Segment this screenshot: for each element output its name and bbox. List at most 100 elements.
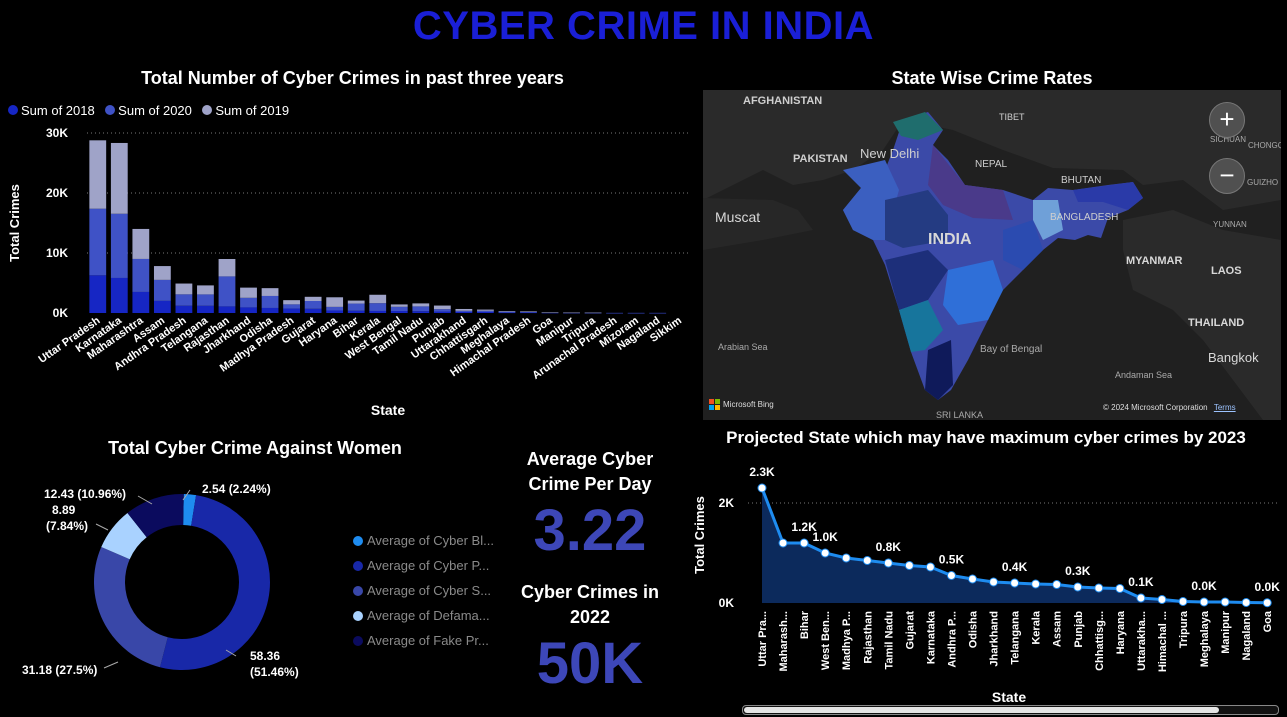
bar-segment (433, 305, 451, 310)
data-point (1052, 580, 1062, 589)
line-chart-title: Projected State which may have maximum c… (726, 428, 1246, 447)
y-tick-label: 0K (53, 306, 69, 320)
zoom-in-button[interactable]: + (1209, 102, 1245, 138)
data-label: 0.8K (876, 540, 902, 554)
horizontal-scrollbar[interactable] (742, 705, 1279, 715)
bar-segment (627, 312, 645, 314)
donut-legend-item[interactable]: Average of Fake Pr... (353, 628, 494, 653)
bar-chart-legend[interactable]: Sum of 2018 Sum of 2020 Sum of 2019 (8, 102, 295, 120)
x-tick-label: Andhra P... (946, 611, 958, 668)
map-canvas[interactable]: AFGHANISTAN TIBET PAKISTAN New Delhi NEP… (703, 90, 1281, 420)
donut-legend-item[interactable]: Average of Defama... (353, 603, 494, 628)
map-region-madhya-pradesh (885, 190, 948, 248)
map-region-assam (1073, 182, 1143, 210)
map-view[interactable]: AFGHANISTAN TIBET PAKISTAN New Delhi NEP… (703, 90, 1281, 420)
x-tick-label: Manipur (1220, 610, 1232, 653)
bar-segment (110, 142, 128, 214)
legend-label: Sum of 2020 (118, 102, 192, 118)
bar-segment (326, 297, 344, 307)
bar-segment (218, 306, 236, 313)
data-label: 0.0K (1191, 579, 1217, 593)
x-tick-label: West Ben... (820, 611, 832, 670)
map-land-arabia (703, 198, 813, 250)
x-axis-title: State (371, 402, 405, 418)
x-tick-label: Meghalaya (1199, 610, 1211, 667)
leader-line (103, 661, 119, 669)
donut-legend-item[interactable]: Average of Cyber P... (353, 553, 494, 578)
legend-item-2018[interactable]: Sum of 2018 (8, 103, 95, 118)
kpi-label: 2022 (569, 607, 611, 627)
x-tick-label: Karnataka (925, 610, 937, 664)
bar-segment (390, 304, 408, 307)
scrollbar-thumb[interactable] (744, 707, 1219, 713)
x-tick-label: Bihar (799, 610, 811, 639)
line-chart[interactable]: 0K 2K Total Crimes State 2.3K Uttar Pra... Mah… (688, 455, 1283, 705)
bar-segment (520, 311, 537, 312)
bar-segment (283, 300, 300, 305)
legend-item-2020[interactable]: Sum of 2020 (105, 103, 192, 118)
data-label: 0.5K (939, 553, 965, 567)
legend-marker (8, 105, 18, 115)
microsoft-logo-icon (709, 399, 720, 410)
bar-segment (412, 311, 430, 313)
data-point (1262, 598, 1272, 608)
bar-segment (369, 294, 387, 304)
slice-label: 58.36 (250, 649, 280, 663)
kpi-avg-per-day: Average Cyber Crime Per Day 3.22 (500, 447, 680, 561)
kpi-crimes-2022: Cyber Crimes in 2022 50K (500, 580, 680, 694)
x-tick-label: Uttar Pra... (757, 611, 769, 667)
legend-label: Sum of 2018 (21, 102, 95, 118)
x-tick-label: Telangana (1010, 610, 1022, 664)
y-axis-title: Total Crimes (7, 184, 22, 262)
legend-item-2019[interactable]: Sum of 2019 (202, 103, 289, 118)
map-label-bhutan: BHUTAN (1061, 175, 1101, 186)
bar-segment (477, 310, 494, 312)
donut-legend[interactable]: Average of Cyber Bl... Average of Cyber … (353, 528, 494, 653)
map-label-sri-lanka: SRI LANKA (936, 410, 983, 420)
bing-logo: Microsoft Bing (709, 399, 774, 410)
bar-segment (304, 308, 322, 313)
y-tick-label: 30K (46, 126, 68, 140)
map-copyright: © 2024 Microsoft Corporation Terms (1103, 403, 1236, 412)
donut-chart-title: Total Cyber Crime Against Women (108, 438, 402, 458)
bar-segment (563, 312, 580, 314)
map-label-bangladesh: BANGLADESH (1050, 212, 1118, 223)
donut-legend-item[interactable]: Average of Cyber Bl... (353, 528, 494, 553)
x-tick-label: Maharash... (778, 611, 790, 672)
data-point (1241, 598, 1251, 607)
bar-chart-title: Total Number of Cyber Crimes in past thr… (141, 68, 564, 88)
y-tick-label: 2K (719, 496, 735, 510)
data-point (757, 483, 767, 493)
bar-segment (369, 310, 387, 313)
map-region-karnataka (899, 300, 943, 352)
x-tick-label: Tripura (1178, 610, 1190, 648)
bar-segment (347, 303, 365, 311)
bar-segment (175, 294, 193, 306)
leader-line (95, 523, 109, 531)
bar-segment (89, 140, 107, 209)
donut-chart[interactable]: 2.54 (2.24%) 58.36 (51.46%) 31.18 (27.5%) 8.… (0, 470, 340, 700)
bar-segment (153, 279, 171, 301)
data-point (1157, 595, 1167, 604)
bar-segment (369, 303, 387, 311)
bar-segment (390, 311, 408, 313)
y-tick-label: 20K (46, 186, 68, 200)
x-tick-label: Rajasthan (862, 611, 874, 664)
kpi-label: Average Cyber (526, 449, 654, 469)
bing-label: Microsoft Bing (723, 400, 774, 409)
bar-segment (110, 213, 128, 278)
donut-legend-item[interactable]: Average of Cyber S... (353, 578, 494, 603)
map-label-yunnan: YUNNAN (1213, 220, 1247, 229)
zoom-out-button[interactable]: − (1209, 158, 1245, 194)
data-label: 2.3K (749, 465, 775, 479)
bar-segment (175, 305, 193, 313)
data-point (946, 571, 956, 580)
x-tick-label: Odisha (968, 610, 980, 648)
data-point (1220, 597, 1230, 607)
map-label-bangkok: Bangkok (1208, 350, 1259, 365)
slice-label: 31.18 (27.5%) (22, 663, 97, 677)
terms-link[interactable]: Terms (1213, 403, 1236, 412)
bar-segment (218, 259, 236, 277)
bar-segment (283, 304, 300, 309)
